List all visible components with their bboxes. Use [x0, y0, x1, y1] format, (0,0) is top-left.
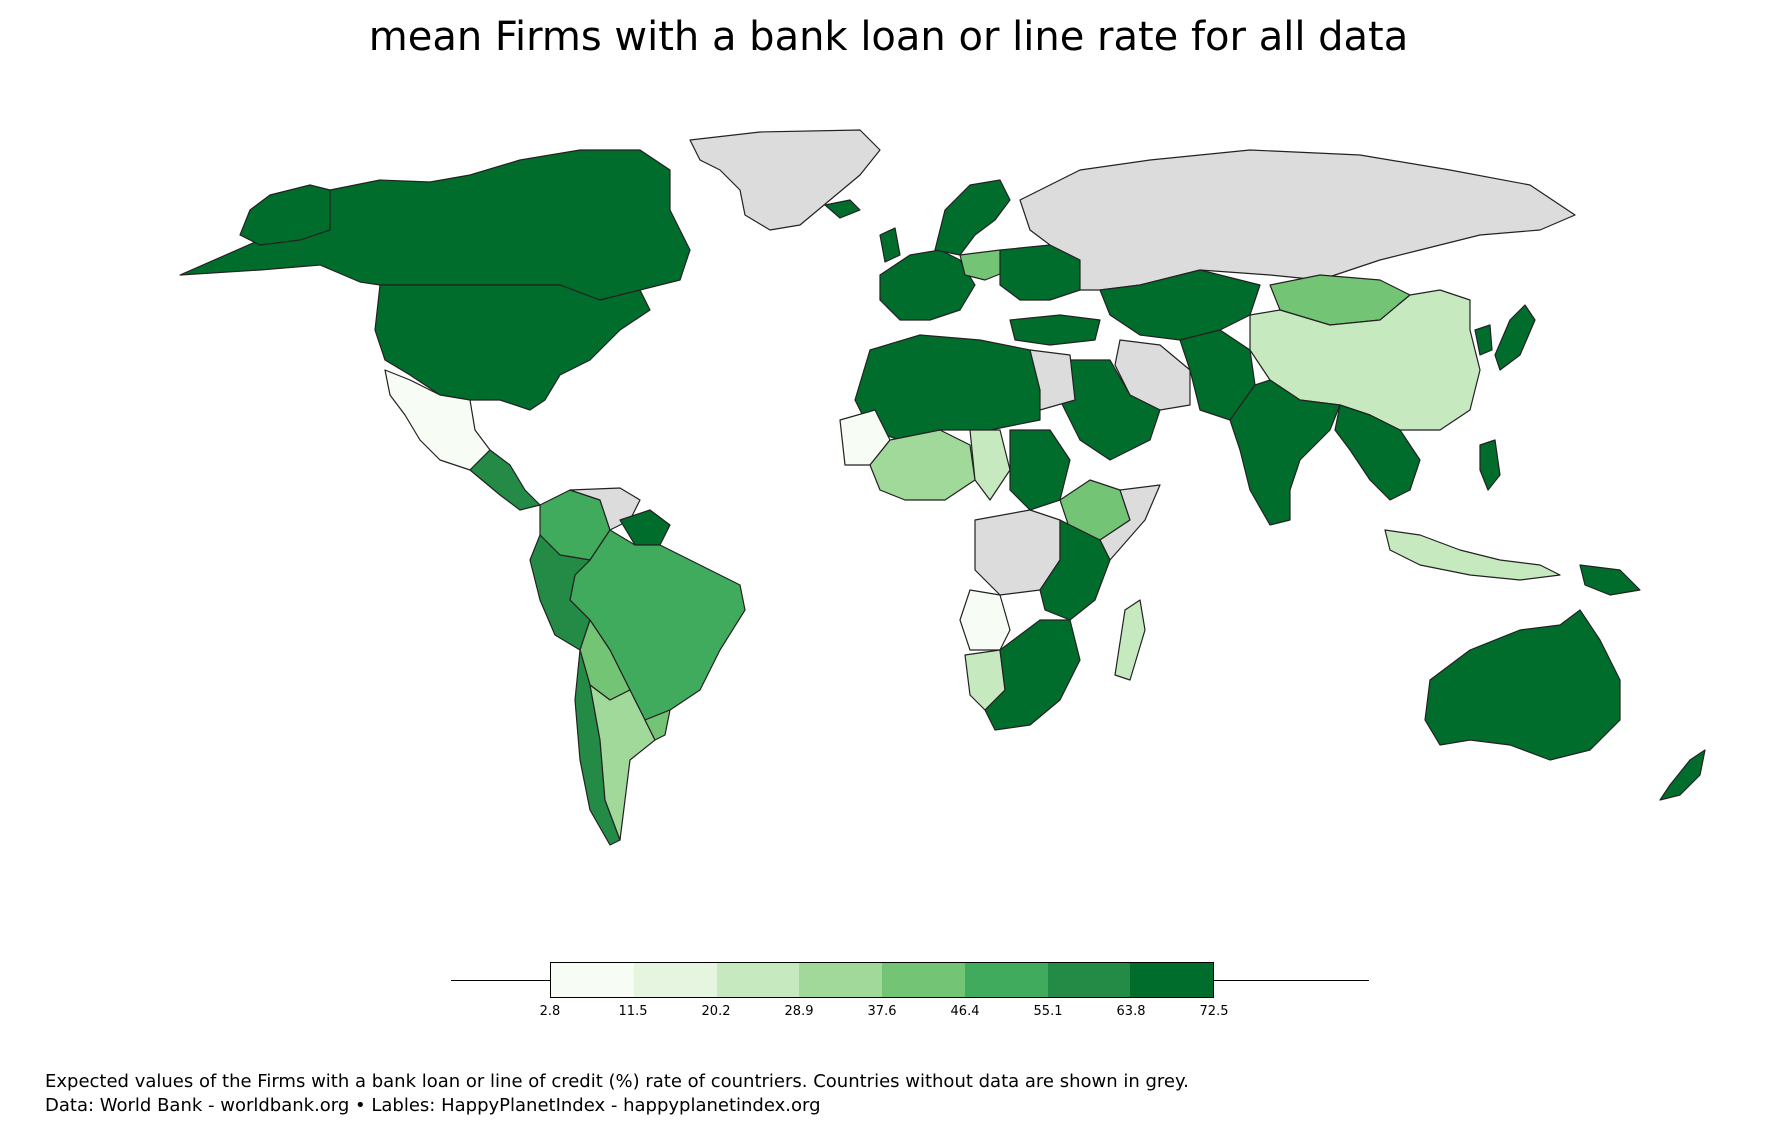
region-india: [1229, 379, 1341, 526]
region-central-america: [469, 449, 541, 511]
legend-tick-label: 46.4: [950, 1004, 980, 1019]
legend-tick-label: 63.8: [1116, 1004, 1146, 1019]
caption: Expected values of the Firms with a bank…: [45, 1070, 1189, 1118]
legend-tick-label: 2.8: [539, 1004, 561, 1019]
region-argentina: [589, 684, 656, 841]
region-scandinavia: [934, 179, 1011, 256]
legend-swatch-6: [964, 963, 1048, 997]
region-madagascar: [1114, 599, 1146, 681]
region-angola: [959, 589, 1011, 651]
caption-line-2: Data: World Bank - worldbank.org • Lable…: [45, 1095, 821, 1116]
color-legend-bar: [550, 962, 1214, 998]
legend-tick-label: 37.6: [867, 1004, 897, 1019]
legend-swatch-5: [882, 963, 965, 997]
region-guianas: [619, 509, 671, 546]
map-title: mean Firms with a bank loan or line rate…: [368, 14, 1409, 60]
region-philippines: [1479, 439, 1501, 491]
legend-swatch-1: [551, 963, 634, 997]
region-sudan: [1009, 429, 1071, 511]
region-egypt: [1029, 349, 1076, 411]
region-turkey: [1009, 314, 1101, 346]
region-alaska: [239, 184, 331, 246]
legend-tick-label: 72.5: [1199, 1004, 1229, 1019]
legend-tick-label: 55.1: [1033, 1004, 1063, 1019]
region-korea: [1474, 324, 1493, 356]
region-southeast-asia: [1334, 404, 1421, 501]
region-united-kingdom: [879, 227, 901, 263]
legend-swatch-3: [716, 963, 800, 997]
region-iceland: [824, 199, 861, 219]
region-australia: [1424, 609, 1621, 761]
region-russia: [1019, 149, 1576, 291]
legend-tick-label: 28.9: [784, 1004, 814, 1019]
legend-swatch-2: [633, 963, 717, 997]
region-greenland: [689, 129, 881, 231]
legend-swatch-8: [1130, 963, 1213, 997]
region-new-zealand: [1659, 749, 1706, 801]
region-western-europe: [879, 249, 976, 321]
legend-tick-label: 11.5: [618, 1004, 648, 1019]
region-west-africa: [869, 429, 976, 501]
world-choropleth-map: [179, 129, 1706, 846]
region-saudi-arabia: [1059, 359, 1161, 461]
region-indonesia: [1384, 529, 1561, 581]
region-chad: [969, 429, 1011, 501]
region-iran: [1114, 339, 1191, 411]
legend-swatch-4: [799, 963, 882, 997]
legend-tick-label: 20.2: [701, 1004, 731, 1019]
caption-line-1: Expected values of the Firms with a bank…: [45, 1071, 1189, 1092]
region-poland: [959, 249, 1011, 281]
region-japan: [1494, 304, 1536, 371]
legend-swatch-7: [1047, 963, 1131, 997]
region-southern-africa: [984, 619, 1081, 731]
region-uruguay: [644, 709, 671, 741]
region-kazakhstan: [1099, 269, 1261, 341]
region-papua-new-guinea: [1579, 564, 1641, 596]
region-united-states: [374, 284, 651, 411]
